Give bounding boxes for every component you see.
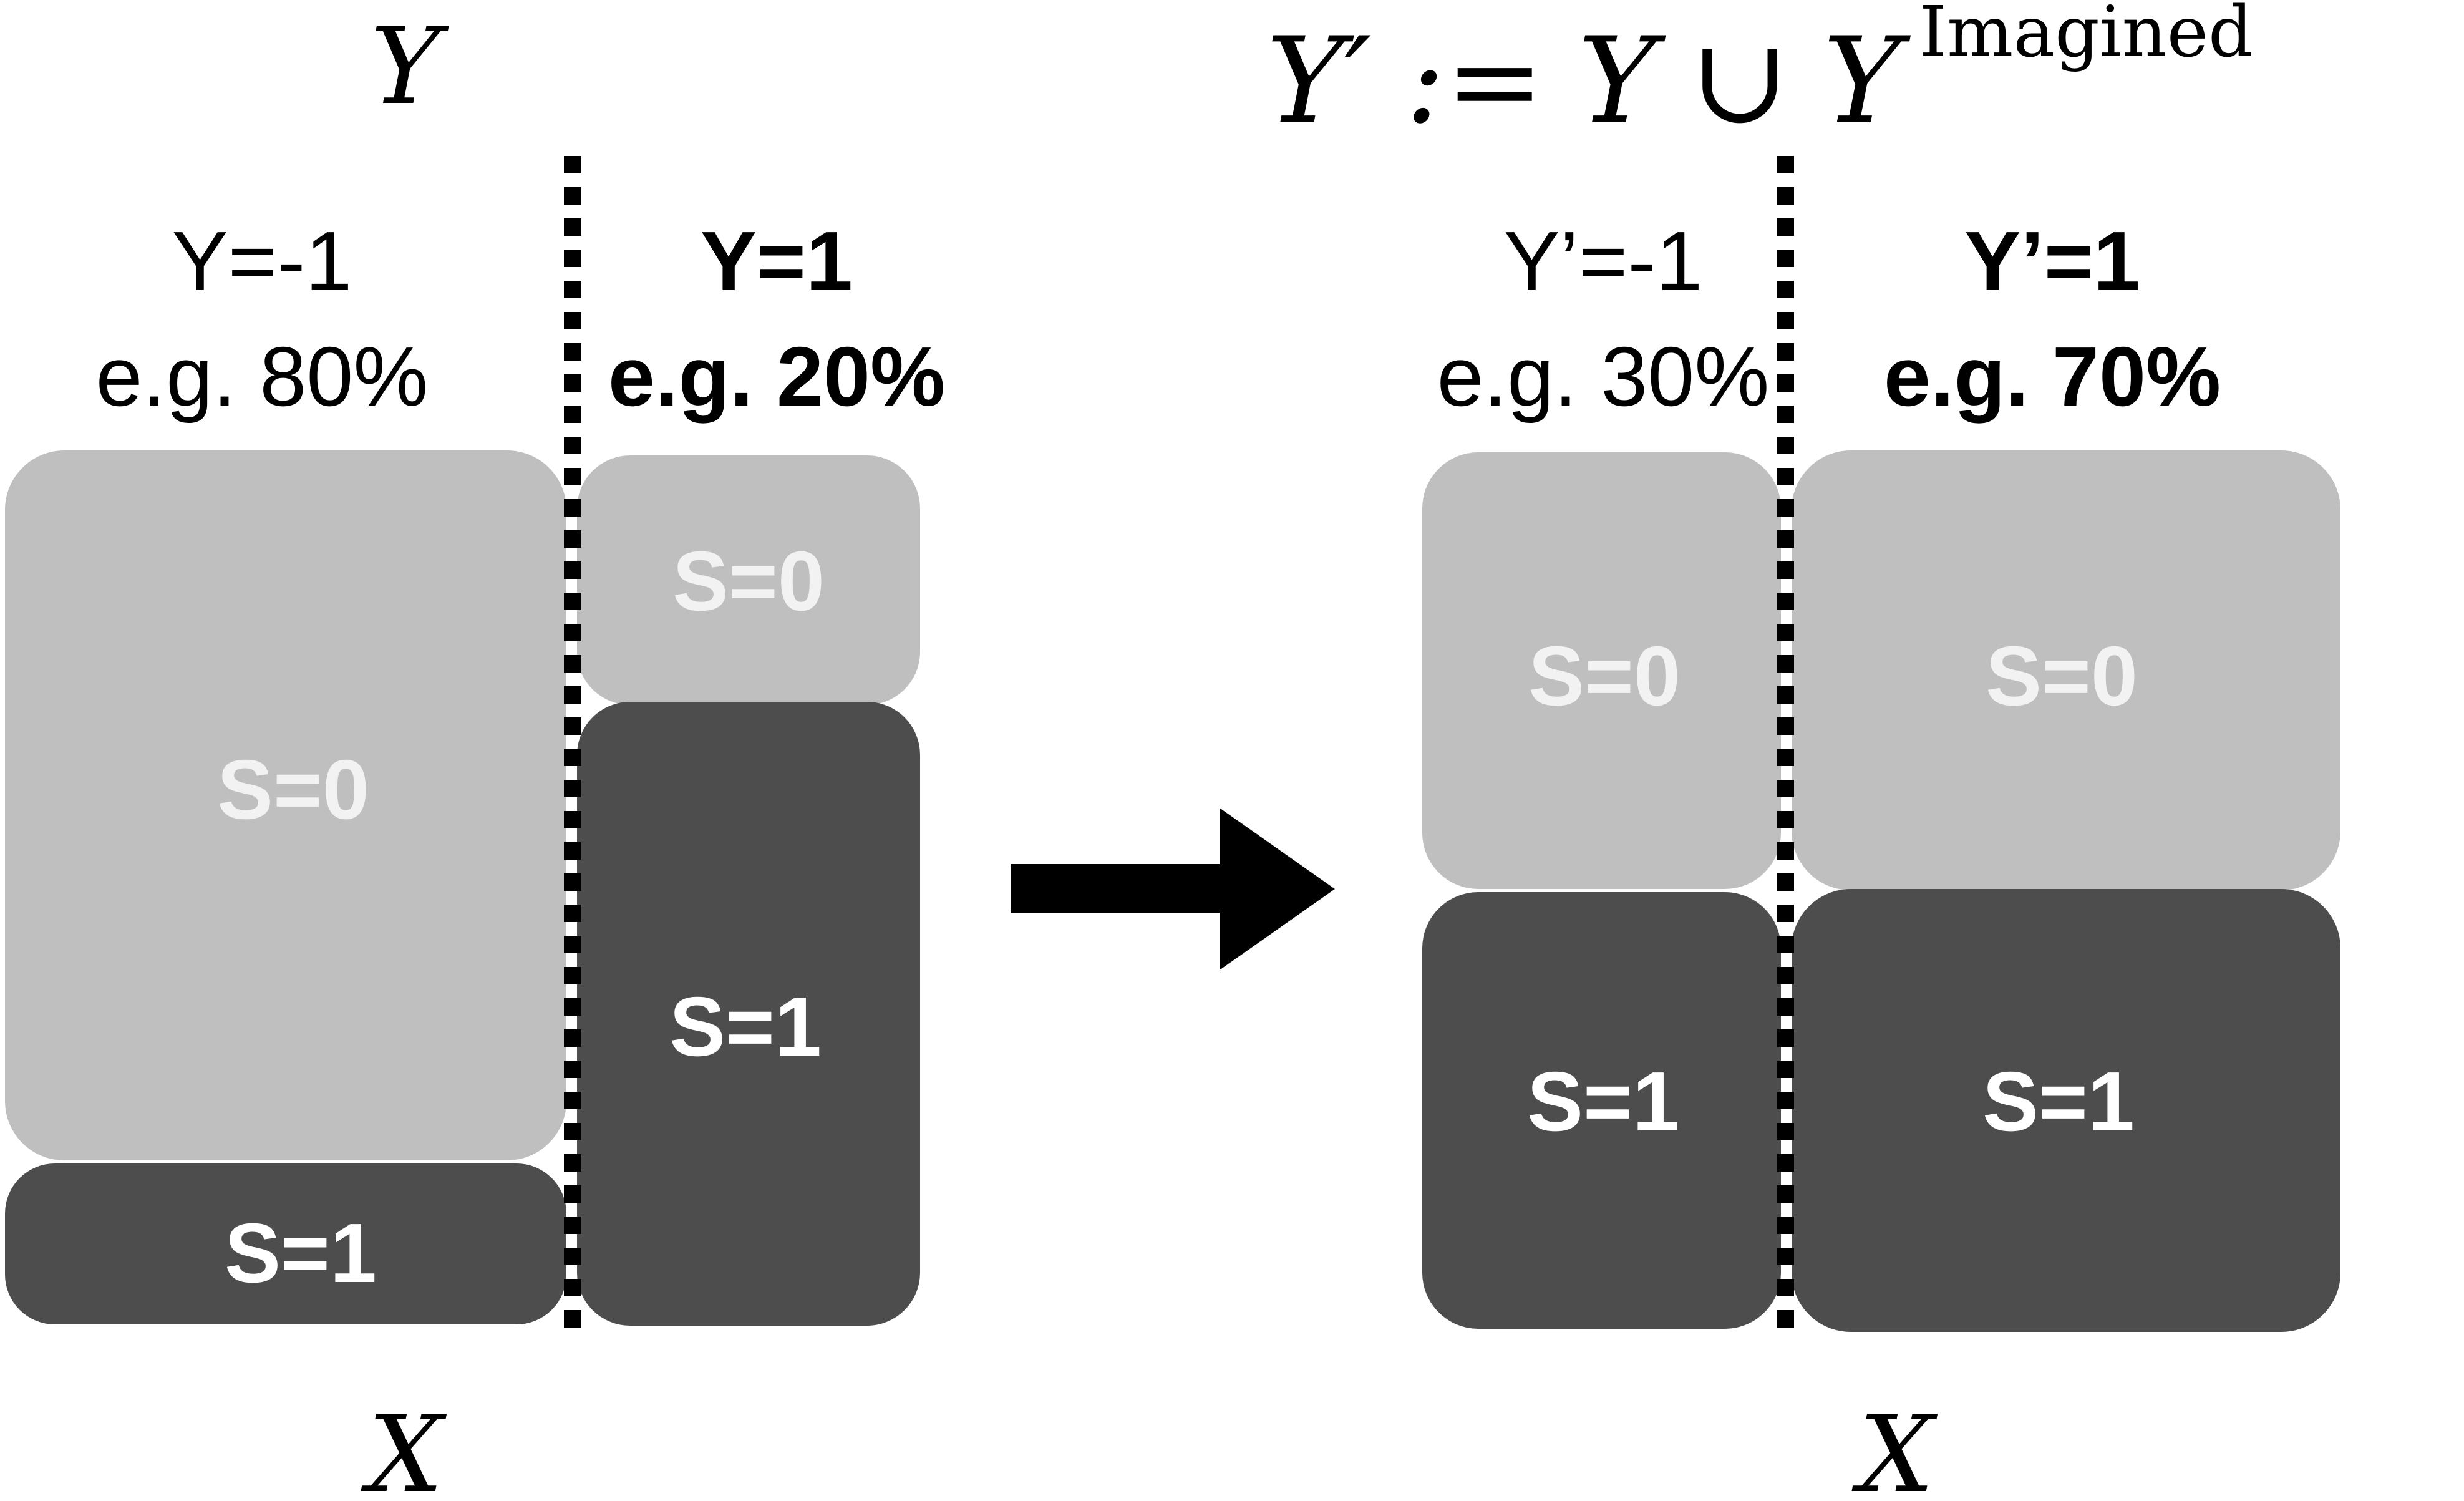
left-neg-s1-label: S=1 — [225, 1206, 377, 1300]
left-axis-x-label: X — [361, 1393, 447, 1501]
right-pos-s1-label: S=1 — [1982, 1054, 2135, 1149]
right-pos-s0-label: S=0 — [1986, 629, 2138, 723]
right-group-neg-label: Y’=-1 — [1504, 214, 1703, 308]
left-pos-s1-label: S=1 — [669, 979, 822, 1074]
right-neg-s1-label: S=1 — [1527, 1054, 1679, 1149]
right-formula: Y′ := Y ∪ Y Imagined — [1266, 0, 2253, 150]
formula-rhs-a: Y — [1578, 12, 1666, 150]
left-group-neg-share: e.g. 80% — [96, 329, 429, 424]
arrow-head — [1220, 808, 1335, 970]
right-neg-s1-block — [1422, 892, 1781, 1329]
formula-rhs-b: Y — [1823, 12, 1911, 150]
arrow-shaft — [1011, 864, 1229, 913]
left-group-pos-label: Y=1 — [701, 214, 853, 308]
left-panel: Y Y=-1 e.g. 80% Y=1 e.g. 20% S=0 S=1 S=0… — [5, 5, 945, 1501]
left-pos-s0-block — [577, 455, 920, 705]
right-group-pos-share: e.g. 70% — [1884, 329, 2221, 424]
right-axis-x-label: X — [1851, 1393, 1938, 1501]
right-group-neg-share: e.g. 30% — [1437, 329, 1770, 424]
transform-arrow — [1011, 808, 1335, 970]
left-pos-s1-block — [577, 702, 920, 1326]
right-panel: Y′ := Y ∪ Y Imagined Y’=-1 e.g. 30% Y’=1… — [1266, 0, 2340, 1501]
left-axis-y-label: Y — [371, 5, 449, 129]
left-neg-s0-label: S=0 — [217, 742, 369, 837]
left-group-pos-share: e.g. 20% — [608, 329, 945, 424]
formula-union: ∪ — [1690, 12, 1789, 150]
right-group-pos-label: Y’=1 — [1964, 214, 2140, 308]
formula-lhs: Y′ — [1266, 12, 1372, 150]
left-neg-s0-block — [5, 450, 566, 1160]
left-neg-s1-block — [5, 1163, 566, 1324]
left-group-neg-label: Y=-1 — [172, 214, 352, 308]
left-pos-s0-label: S=0 — [672, 534, 825, 628]
right-pos-s0-block — [1792, 450, 2340, 890]
right-neg-s0-label: S=0 — [1528, 629, 1681, 723]
formula-op: := — [1405, 12, 1545, 150]
right-pos-s1-block — [1792, 889, 2340, 1332]
formula-superscript: Imagined — [1919, 0, 2253, 73]
right-neg-s0-block — [1422, 452, 1781, 889]
